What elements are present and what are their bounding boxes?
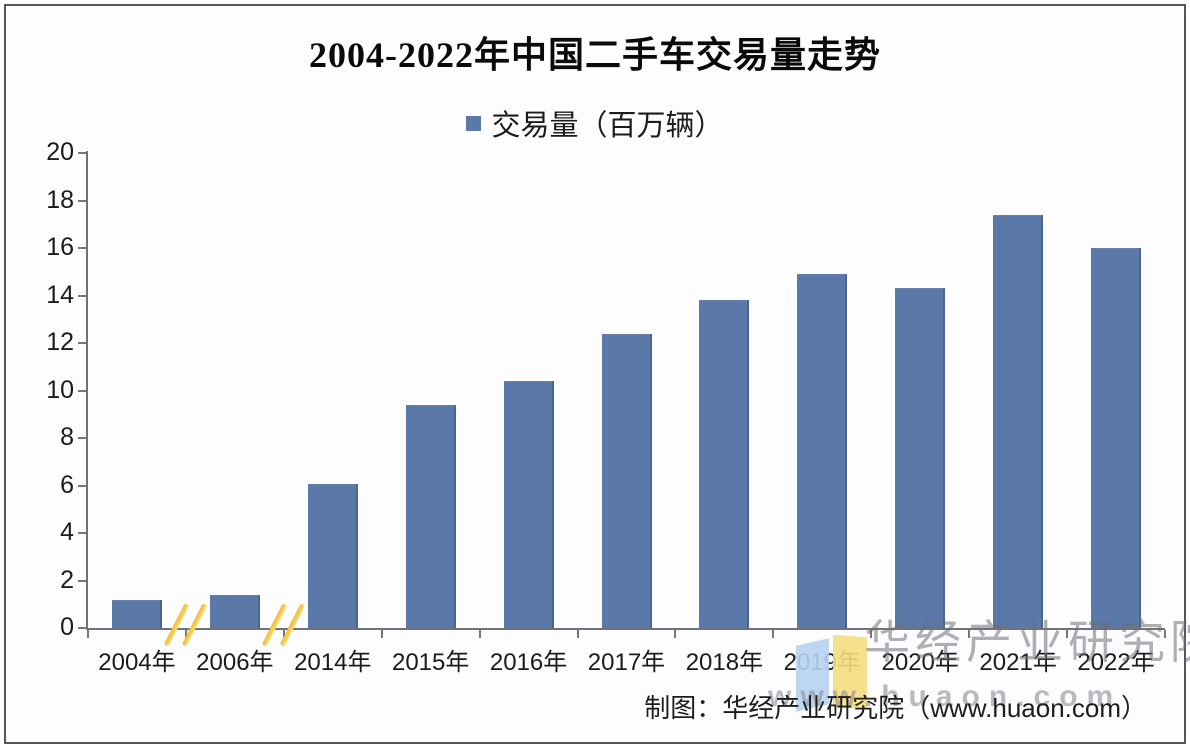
- y-tick: [78, 389, 86, 392]
- legend-swatch-icon: [466, 115, 482, 131]
- x-tick: [772, 630, 775, 638]
- x-tick-label: 2016年: [489, 649, 568, 676]
- bar: [405, 404, 456, 628]
- y-tick-label: 4: [60, 518, 74, 546]
- y-tick-label: 8: [60, 423, 74, 451]
- bar: [1091, 248, 1142, 628]
- x-tick-label: 2018年: [685, 649, 764, 676]
- x-tick-label: 2015年: [391, 649, 470, 676]
- bar: [797, 274, 848, 628]
- x-tick-label: 2004年: [98, 649, 176, 676]
- bar: [307, 484, 358, 628]
- y-tick-label: 0: [60, 613, 74, 641]
- x-tick: [380, 630, 383, 638]
- y-tick: [78, 247, 86, 249]
- y-tick: [78, 199, 86, 202]
- y-tick: [78, 579, 86, 582]
- bar: [993, 214, 1044, 628]
- bar: [601, 333, 652, 628]
- legend: 交易量（百万辆）: [0, 102, 1190, 144]
- x-tick: [674, 630, 677, 638]
- y-tick-label: 2: [60, 565, 74, 594]
- x-tick-label: 2014年: [294, 649, 372, 676]
- y-tick-label: 12: [46, 328, 74, 356]
- watermark-company: 华经产业研究院: [864, 616, 1190, 668]
- legend-label: 交易量（百万辆）: [491, 110, 724, 142]
- y-tick-label: 16: [46, 233, 74, 261]
- x-tick: [576, 630, 579, 638]
- bar: [503, 381, 554, 628]
- bar: [111, 599, 162, 628]
- y-tick-label: 14: [46, 280, 74, 309]
- y-tick: [78, 437, 86, 439]
- y-tick-label: 18: [46, 185, 74, 214]
- y-tick: [78, 532, 86, 534]
- y-tick: [78, 342, 86, 344]
- y-tick: [78, 152, 86, 154]
- y-tick-label: 10: [46, 375, 74, 404]
- y-tick-label: 6: [60, 470, 74, 499]
- x-tick-label: 2006年: [196, 649, 274, 676]
- x-tick: [87, 630, 89, 638]
- x-tick: [478, 630, 481, 638]
- y-tick: [78, 627, 86, 629]
- chart-title: 2004-2022年中国二手车交易量走势: [309, 35, 881, 75]
- x-tick-label: 2017年: [587, 649, 666, 676]
- bar: [895, 288, 946, 628]
- source-caption: 制图：华经产业研究院（www.huaon.com）: [644, 693, 1147, 723]
- y-tick: [78, 294, 86, 297]
- bar: [699, 300, 750, 628]
- y-axis-line: [86, 151, 88, 628]
- y-tick: [78, 484, 86, 487]
- bar: [209, 594, 260, 628]
